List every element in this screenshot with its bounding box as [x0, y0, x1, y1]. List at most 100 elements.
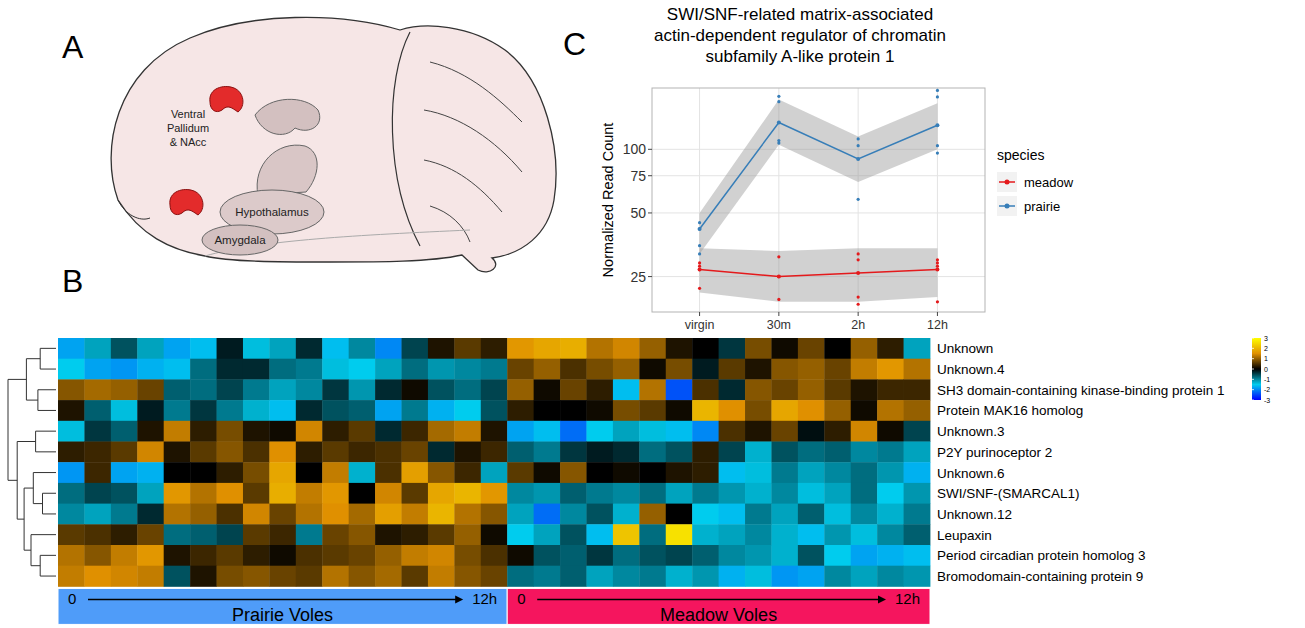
- olfactory-bulb: [118, 200, 150, 219]
- heatmap-cell: [719, 338, 746, 359]
- y-tick-label: 75: [630, 168, 646, 184]
- heatmap-cell: [269, 379, 296, 400]
- heatmap-cell: [217, 442, 244, 463]
- x-tick: [778, 312, 779, 316]
- heatmap-cell: [771, 504, 798, 525]
- group-start-label: 0: [68, 590, 76, 607]
- legend-marker: [1005, 180, 1010, 185]
- heatmap-cell: [190, 566, 217, 587]
- heatmap-cell: [243, 504, 270, 525]
- series-line: [700, 122, 938, 229]
- heatmap-cell: [428, 400, 455, 421]
- heatmap-cell: [190, 421, 217, 442]
- heatmap-cell: [402, 524, 429, 545]
- heatmap-cell: [613, 421, 640, 442]
- heatmap-cell: [534, 483, 561, 504]
- heatmap-cell: [877, 359, 904, 380]
- heatmap-cell: [586, 379, 613, 400]
- heatmap-cell: [349, 524, 376, 545]
- arrow-head: [878, 595, 886, 603]
- heatmap-cell: [375, 566, 402, 587]
- heatmap-cell: [560, 545, 587, 566]
- heatmap-cell: [111, 379, 138, 400]
- heatmap-cell: [269, 545, 296, 566]
- heatmap-cell: [349, 359, 376, 380]
- heatmap-cell: [84, 359, 111, 380]
- heatmap-cell: [851, 524, 878, 545]
- heatmap-cell: [719, 359, 746, 380]
- heatmap-cell: [217, 379, 244, 400]
- region-label: VentralPallidum& NAcc: [167, 108, 209, 148]
- legend-key: [997, 172, 1017, 192]
- heatmap-cell: [639, 524, 666, 545]
- x-tick: [937, 312, 938, 316]
- heatmap-cell: [534, 421, 561, 442]
- heatmap-cell: [190, 400, 217, 421]
- raw-point: [857, 144, 860, 147]
- heatmap-cell: [190, 504, 217, 525]
- heatmap-cell: [296, 545, 323, 566]
- heatmap-cell: [586, 359, 613, 380]
- heatmap-cell: [454, 442, 481, 463]
- striatum: [255, 99, 320, 134]
- raw-point: [777, 142, 780, 145]
- heatmap-cell: [481, 400, 508, 421]
- heatmap-cell: [349, 379, 376, 400]
- heatmap-cell: [269, 462, 296, 483]
- heatmap-cell: [771, 462, 798, 483]
- heatmap-cell: [824, 338, 851, 359]
- heatmap-cell: [877, 483, 904, 504]
- heatmap-cell: [560, 421, 587, 442]
- heatmap-cell: [269, 483, 296, 504]
- heatmap-cell: [190, 462, 217, 483]
- heatmap-cell: [613, 400, 640, 421]
- heatmap-cell: [84, 379, 111, 400]
- time-arrow: [537, 599, 880, 601]
- title-line: subfamily A-like protein 1: [706, 47, 895, 66]
- heatmap-cell: [58, 379, 85, 400]
- mean-point: [698, 227, 702, 231]
- heatmap-cell: [190, 338, 217, 359]
- raw-point: [936, 151, 939, 154]
- heatmap-cell: [111, 421, 138, 442]
- heatmap-cell: [481, 462, 508, 483]
- heatmap-cell: [692, 400, 719, 421]
- heatmap-cell: [217, 524, 244, 545]
- panel-letter: B: [62, 263, 83, 299]
- heatmap-cell: [111, 524, 138, 545]
- heatmap-cell: [692, 359, 719, 380]
- heatmap-cell: [84, 504, 111, 525]
- raw-point: [777, 298, 780, 301]
- heatmap-cell: [84, 400, 111, 421]
- heatmap-cell: [322, 462, 349, 483]
- heatmap-cell: [164, 524, 191, 545]
- heatmap-cell: [217, 421, 244, 442]
- heatmap-cell: [745, 462, 772, 483]
- heatmap-cell: [824, 359, 851, 380]
- heatmap-cell: [481, 566, 508, 587]
- colorbar-tick: [1252, 358, 1254, 359]
- heatmap-cell: [322, 524, 349, 545]
- raw-point: [857, 198, 860, 201]
- heatmap-cell: [824, 462, 851, 483]
- heatmap-cell: [586, 400, 613, 421]
- heatmap-cell: [428, 379, 455, 400]
- heatmap-cell: [771, 524, 798, 545]
- heatmap-cell: [375, 524, 402, 545]
- heatmap-cell: [798, 338, 825, 359]
- heatmap-cell: [771, 338, 798, 359]
- raw-point: [698, 227, 701, 230]
- heatmap-cell: [824, 545, 851, 566]
- heatmap-cell: [164, 504, 191, 525]
- heatmap-cell: [269, 566, 296, 587]
- heatmap-cell: [428, 338, 455, 359]
- heatmap-cell: [877, 524, 904, 545]
- heatmap-cell: [454, 462, 481, 483]
- dendrogram-branch: [31, 535, 56, 566]
- heatmap-cell: [164, 566, 191, 587]
- dendrogram: [8, 348, 56, 576]
- heatmap-cell: [217, 462, 244, 483]
- heatmap-cell: [586, 442, 613, 463]
- heatmap-cell: [454, 545, 481, 566]
- colorbar-tick-label: -1: [1264, 376, 1270, 383]
